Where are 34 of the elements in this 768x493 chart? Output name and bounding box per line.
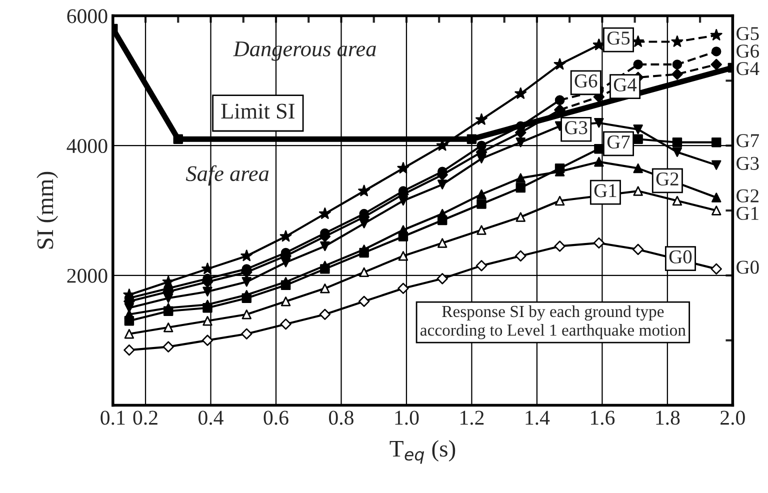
x-tick-label: 1.0 xyxy=(395,410,419,425)
series-label: G1 xyxy=(736,206,758,220)
y-tick-label: 6000 xyxy=(67,9,108,24)
x-tick-label: 0.8 xyxy=(329,410,354,425)
x-tick-label: 0.2 xyxy=(133,410,158,425)
annotation: G3 xyxy=(565,121,588,134)
x-tick-label: 1.8 xyxy=(656,410,680,425)
y-axis-title: SI (mm) xyxy=(36,172,58,249)
x-tick-label: 1.2 xyxy=(460,410,484,425)
series-label: G6 xyxy=(736,44,759,58)
x-tick-label: 1.6 xyxy=(591,410,615,425)
annotation: G2 xyxy=(656,172,678,186)
series-label: G0 xyxy=(736,260,759,274)
annotation: G4 xyxy=(614,78,637,92)
annotation: G1 xyxy=(594,184,616,198)
y-tick-label: 4000 xyxy=(66,138,108,154)
series-label: G7 xyxy=(736,134,759,148)
annotation: Response SI by each ground type according to Level 1 earthquake motion xyxy=(420,305,686,340)
x-axis-title: T$_{eq}$ (s) xyxy=(390,440,456,464)
x-tick-label: 0.6 xyxy=(264,410,288,425)
annotation: G0 xyxy=(669,250,692,264)
series-label: G3 xyxy=(736,156,759,170)
x-tick-label: 1.4 xyxy=(526,410,550,425)
x-tick-label: 0.1 xyxy=(100,410,125,425)
x-tick-label: 0.4 xyxy=(198,410,224,425)
annotation: Limit SI xyxy=(221,104,294,119)
series-label: G2 xyxy=(736,189,758,202)
series-label: G4 xyxy=(736,62,760,76)
y-tick-label: 2000 xyxy=(67,268,108,283)
annotation: G5 xyxy=(607,32,630,45)
annotation: G7 xyxy=(607,135,630,149)
annotation: G6 xyxy=(574,74,598,88)
series-label: G5 xyxy=(736,27,759,40)
x-tick-label: 2.0 xyxy=(720,410,745,425)
